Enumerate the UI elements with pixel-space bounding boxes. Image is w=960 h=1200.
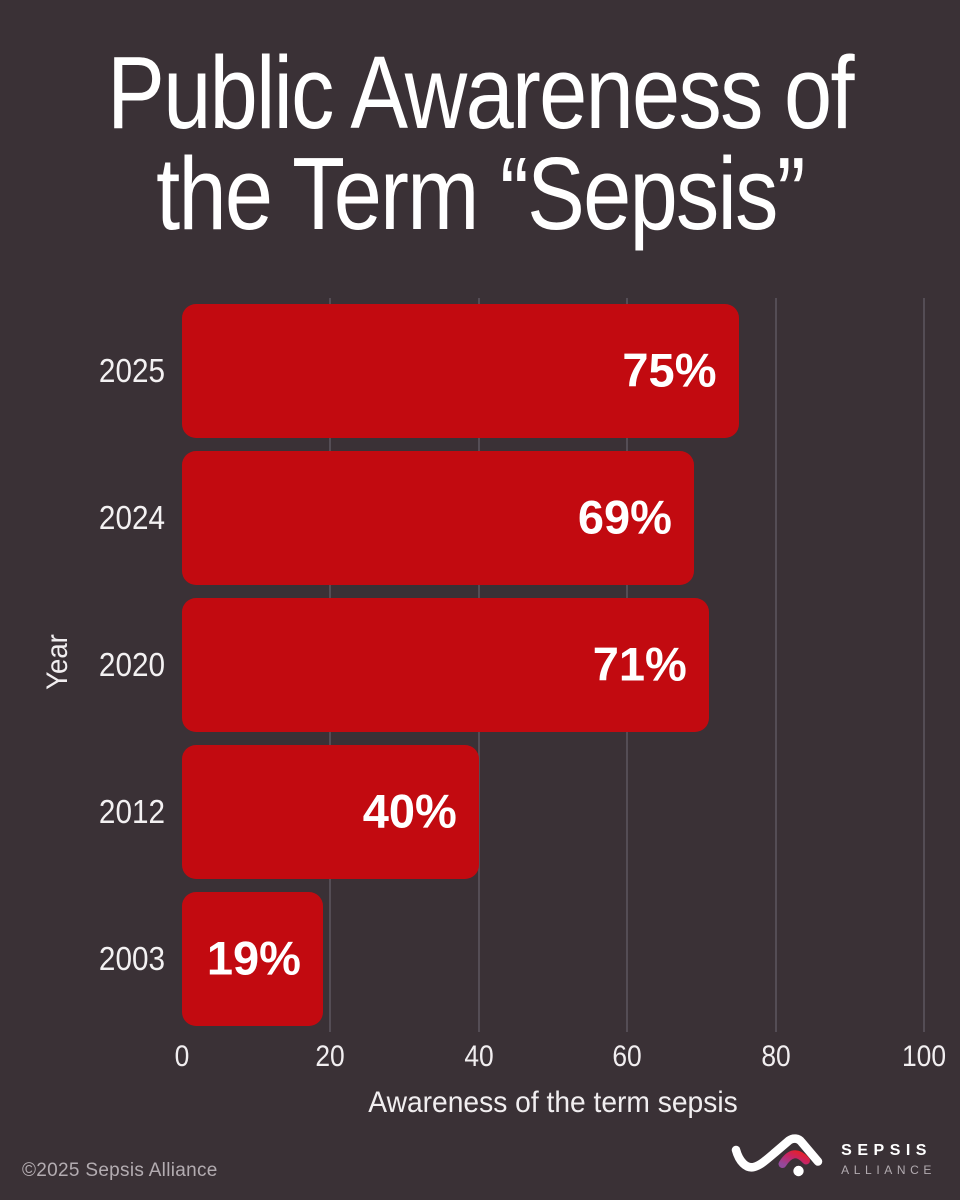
y-tick-label-2003: 2003 — [98, 939, 165, 977]
bar-2024: 69% — [182, 451, 694, 586]
y-tick-label-2020: 2020 — [98, 646, 165, 683]
bar-2012: 40% — [182, 744, 479, 879]
x-tick-label-60: 60 — [612, 1040, 642, 1073]
logo-line-alliance: ALLIANCE — [841, 1162, 936, 1177]
x-tick-label-100: 100 — [901, 1040, 947, 1073]
bar-value-label: 75% — [622, 343, 717, 397]
chart-title-line2: the Term “Sepsis” — [156, 136, 805, 251]
x-tick-label-40: 40 — [464, 1040, 494, 1073]
bar-2020: 71% — [182, 598, 709, 732]
sepsis-alliance-wave-icon — [730, 1131, 828, 1188]
gridline-x-100 — [923, 298, 925, 1032]
y-tick-label-2012: 2012 — [98, 792, 165, 830]
sepsis-alliance-logo: SEPSIS ALLIANCE — [730, 1128, 936, 1190]
chart-title: Public Awareness of the Term “Sepsis” — [77, 35, 883, 251]
x-axis-title: Awareness of the term sepsis — [368, 1086, 738, 1119]
bar-value-label: 40% — [362, 784, 457, 838]
bar-value-label: 69% — [577, 490, 672, 544]
bar-value-label: 71% — [592, 637, 687, 691]
bar-2025: 75% — [182, 304, 739, 439]
chart-title-line1: Public Awareness of — [107, 35, 854, 150]
gridline-x-80 — [774, 298, 777, 1032]
logo-line-sepsis: SEPSIS — [841, 1141, 932, 1159]
copyright-text: ©2025 Sepsis Alliance — [22, 1160, 218, 1181]
bar-value-label: 19% — [206, 930, 301, 984]
logo-wordmark: SEPSIS ALLIANCE — [841, 1142, 936, 1177]
y-tick-label-2025: 2025 — [98, 352, 165, 390]
bar-2003: 19% — [182, 891, 323, 1026]
x-tick-label-0: 0 — [174, 1040, 190, 1073]
x-tick-label-80: 80 — [760, 1040, 791, 1073]
y-tick-label-2024: 2024 — [98, 499, 165, 537]
x-tick-label-20: 20 — [315, 1040, 346, 1073]
